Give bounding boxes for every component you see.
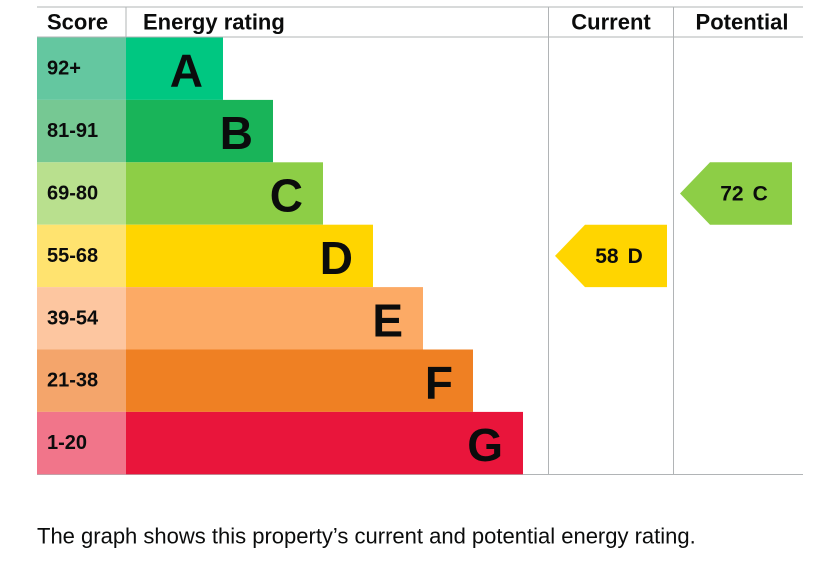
- potential-rating: 72 C: [720, 182, 768, 205]
- rating-letter: C: [270, 170, 303, 222]
- score-cell: [37, 99, 126, 163]
- score-cell: [37, 411, 126, 475]
- header-current: Current: [571, 10, 651, 35]
- rating-letter: B: [220, 107, 253, 159]
- current-value: 58: [595, 244, 619, 267]
- potential-arrow: [680, 162, 792, 225]
- rating-bar: [126, 37, 223, 100]
- potential-value: 72: [720, 182, 743, 205]
- header-energy-rating: Energy rating: [143, 10, 285, 35]
- rating-bar: [126, 411, 523, 475]
- rating-letter: E: [372, 294, 403, 346]
- score-label: 39-54: [47, 307, 99, 329]
- current-rating: 58 D: [595, 244, 643, 267]
- rating-bar: [126, 224, 373, 288]
- score-cell: [37, 37, 126, 100]
- rating-bar: [126, 99, 273, 163]
- score-label: 21-38: [47, 370, 98, 392]
- rating-bar: [126, 349, 473, 412]
- potential-letter: C: [753, 182, 768, 205]
- rating-letter: D: [320, 232, 353, 284]
- header-score: Score: [47, 10, 108, 35]
- score-cell: [37, 287, 126, 350]
- rating-letter: A: [170, 45, 203, 97]
- rating-letter: G: [467, 419, 503, 471]
- rating-bar: [126, 287, 423, 350]
- rating-letter: F: [425, 357, 453, 409]
- score-label: 1-20: [47, 432, 87, 454]
- score-label: 69-80: [47, 183, 98, 205]
- score-cell: [37, 349, 126, 412]
- score-cell: [37, 224, 126, 288]
- score-cell: [37, 162, 126, 225]
- header-potential: Potential: [696, 10, 789, 35]
- score-label: 55-68: [47, 245, 98, 267]
- score-label: 81-91: [47, 120, 98, 142]
- current-arrow: [555, 224, 667, 288]
- caption: The graph shows this property’s current …: [37, 524, 696, 549]
- score-label: 92+: [47, 58, 81, 80]
- current-letter: D: [628, 244, 643, 267]
- rating-bar: [126, 162, 323, 225]
